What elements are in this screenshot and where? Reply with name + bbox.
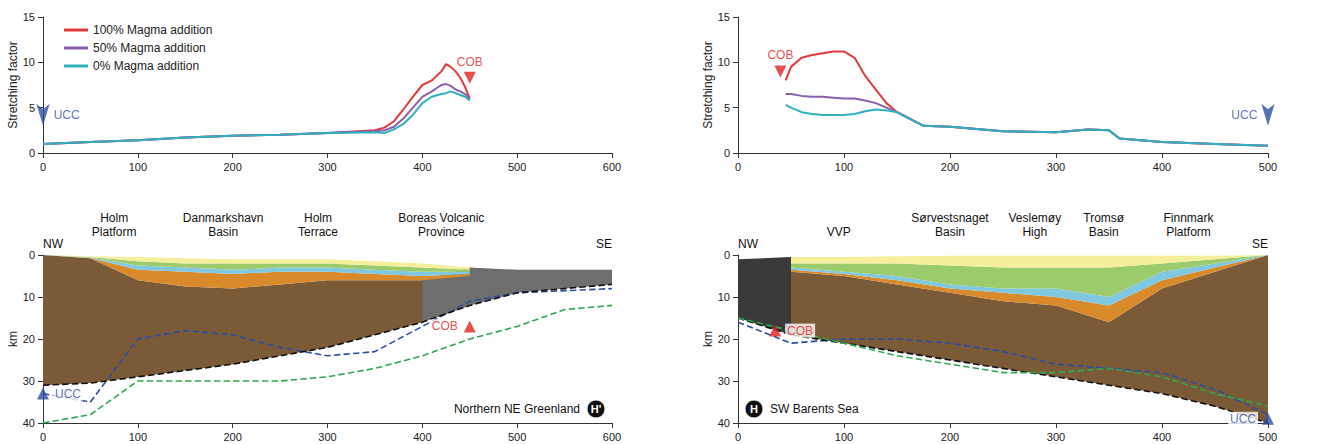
svg-text:300: 300	[318, 161, 336, 173]
svg-text:100: 100	[835, 431, 853, 443]
svg-text:Stretching factor: Stretching factor	[6, 41, 20, 128]
svg-text:0: 0	[40, 431, 46, 443]
svg-text:0: 0	[29, 249, 35, 261]
svg-text:Basin: Basin	[208, 225, 238, 239]
svg-text:500: 500	[508, 161, 526, 173]
svg-text:30: 30	[23, 375, 35, 387]
svg-text:200: 200	[223, 161, 241, 173]
svg-text:High: High	[1022, 225, 1047, 239]
svg-text:15: 15	[23, 11, 35, 23]
svg-text:300: 300	[1047, 431, 1065, 443]
svg-text:H: H	[750, 403, 758, 415]
svg-text:500: 500	[1259, 161, 1277, 173]
svg-text:Province: Province	[418, 225, 465, 239]
svg-text:Veslemøy: Veslemøy	[1008, 211, 1061, 225]
svg-text:40: 40	[718, 417, 730, 429]
svg-text:Finnmark: Finnmark	[1163, 211, 1214, 225]
svg-text:Basin: Basin	[1089, 225, 1119, 239]
svg-text:20: 20	[23, 333, 35, 345]
svg-text:15: 15	[718, 11, 730, 23]
svg-text:100: 100	[835, 161, 853, 173]
svg-text:30: 30	[718, 375, 730, 387]
svg-text:SE: SE	[1252, 237, 1268, 251]
svg-text:400: 400	[413, 161, 431, 173]
svg-text:Tromsø: Tromsø	[1083, 211, 1125, 225]
svg-text:200: 200	[223, 431, 241, 443]
svg-text:10: 10	[23, 291, 35, 303]
svg-text:Terrace: Terrace	[298, 225, 338, 239]
svg-text:Sørvestsnaget: Sørvestsnaget	[911, 211, 989, 225]
svg-text:40: 40	[23, 417, 35, 429]
svg-text:VVP: VVP	[827, 225, 851, 239]
svg-text:400: 400	[413, 431, 431, 443]
svg-text:10: 10	[718, 291, 730, 303]
svg-text:600: 600	[603, 431, 621, 443]
svg-text:SW Barents Sea: SW Barents Sea	[770, 402, 859, 416]
svg-text:100: 100	[129, 431, 147, 443]
svg-text:UCC: UCC	[1230, 412, 1256, 426]
svg-text:10: 10	[23, 56, 35, 68]
svg-text:300: 300	[1047, 161, 1065, 173]
svg-text:300: 300	[318, 431, 336, 443]
svg-text:COB: COB	[432, 319, 458, 333]
svg-text:50% Magma addition: 50% Magma addition	[93, 41, 206, 55]
svg-text:NW: NW	[43, 237, 64, 251]
svg-text:0: 0	[735, 161, 741, 173]
svg-text:10: 10	[718, 56, 730, 68]
svg-text:Northern NE Greenland: Northern NE Greenland	[454, 402, 580, 416]
svg-text:Stretching factor: Stretching factor	[701, 41, 715, 128]
svg-text:COB: COB	[787, 324, 813, 338]
svg-text:600: 600	[603, 161, 621, 173]
svg-text:500: 500	[508, 431, 526, 443]
svg-text:SE: SE	[596, 237, 612, 251]
svg-text:Basin: Basin	[935, 225, 965, 239]
svg-text:5: 5	[29, 102, 35, 114]
svg-text:Platform: Platform	[92, 225, 137, 239]
svg-text:100% Magma addition: 100% Magma addition	[93, 23, 212, 37]
svg-text:Platform: Platform	[1166, 225, 1211, 239]
svg-text:0: 0	[29, 147, 35, 159]
svg-text:500: 500	[1259, 431, 1277, 443]
svg-text:km: km	[6, 331, 20, 347]
svg-text:COB: COB	[457, 55, 483, 69]
svg-text:Boreas Volcanic: Boreas Volcanic	[398, 211, 484, 225]
svg-text:0% Magma addition: 0% Magma addition	[93, 59, 199, 73]
svg-text:UCC: UCC	[1231, 108, 1257, 122]
svg-text:0: 0	[735, 431, 741, 443]
svg-text:0: 0	[724, 147, 730, 159]
svg-text:UCC: UCC	[54, 108, 80, 122]
svg-text:H': H'	[591, 403, 602, 415]
svg-text:COB: COB	[767, 48, 793, 62]
svg-text:200: 200	[941, 431, 959, 443]
svg-text:5: 5	[724, 102, 730, 114]
svg-text:200: 200	[941, 161, 959, 173]
svg-text:Danmarkshavn: Danmarkshavn	[183, 211, 264, 225]
svg-text:NW: NW	[738, 237, 759, 251]
svg-text:20: 20	[718, 333, 730, 345]
svg-text:100: 100	[129, 161, 147, 173]
svg-text:0: 0	[724, 249, 730, 261]
svg-text:Holm: Holm	[304, 211, 332, 225]
svg-text:UCC: UCC	[55, 387, 81, 401]
svg-text:400: 400	[1153, 161, 1171, 173]
svg-text:0: 0	[40, 161, 46, 173]
svg-text:km: km	[701, 331, 715, 347]
svg-text:400: 400	[1153, 431, 1171, 443]
svg-text:Holm: Holm	[100, 211, 128, 225]
